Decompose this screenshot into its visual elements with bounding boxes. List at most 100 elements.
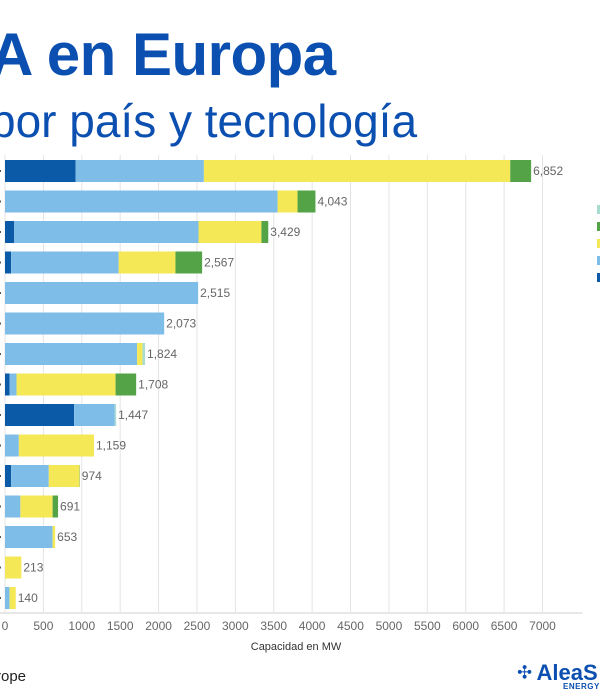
bar-total-label: 974: [82, 469, 102, 483]
category-label-cutoff: [0, 170, 1, 172]
bar-segment: [5, 556, 22, 579]
bar-segment: [5, 160, 76, 182]
bar-total-label: 1,708: [138, 378, 168, 392]
bar-segment: [16, 373, 116, 396]
bar-segment: [175, 251, 203, 274]
x-tick-label: 6000: [452, 619, 479, 633]
value-labels: 6,852 4,043 3,429 2,567 2,515 2,073 1,824 1,708…: [0, 164, 563, 605]
category-label-cutoff: [0, 200, 1, 203]
bar-segment: [5, 434, 19, 457]
logo-mark-icon: ✣: [517, 662, 533, 683]
bar-total-label: 1,159: [96, 439, 126, 453]
legend-swatch: [597, 205, 600, 214]
bar-segment: [198, 221, 262, 243]
bar-segment: [9, 373, 17, 396]
bar-segment: [5, 526, 53, 548]
category-label-cutoff: [0, 353, 1, 355]
bar-segment: [5, 404, 75, 426]
bar-segment: [11, 251, 119, 274]
x-tick-label: 4000: [299, 619, 326, 633]
x-tick-label: 3000: [222, 619, 249, 633]
bar-segment: [52, 526, 56, 548]
category-label-cutoff: [0, 414, 1, 416]
x-tick-label: 2000: [145, 619, 172, 633]
bar-segment: [5, 190, 278, 213]
bar-segment: [297, 190, 316, 213]
category-label-cutoff: [0, 292, 1, 294]
x-tick-label: 3500: [260, 619, 287, 633]
category-label-cutoff: [0, 475, 1, 477]
chart-subtitle: por país y tecnología: [0, 95, 418, 147]
category-label-cutoff: [0, 597, 1, 599]
bar-segment: [5, 282, 199, 304]
x-axis-ticks: 0 500 1000 1500 2000 2500 3000 3500 4000 4500 5000…: [2, 619, 557, 633]
bar-segment: [5, 312, 165, 335]
bar-segment: [52, 495, 59, 518]
bar-total-label: 1,447: [118, 408, 148, 422]
category-label-cutoff: [0, 231, 1, 233]
category-label-cutoff: [0, 261, 1, 264]
x-tick-label: 1500: [107, 619, 134, 633]
bar-segment: [261, 221, 269, 243]
logo-tagline: ENERGY: [563, 682, 600, 691]
bar-segment: [5, 495, 21, 518]
legend-swatch: [597, 239, 600, 248]
x-tick-label: 500: [33, 619, 53, 633]
source-note: rope: [0, 668, 27, 685]
x-tick-label: 4500: [337, 619, 364, 633]
bar-segment: [115, 373, 137, 396]
bar-segment: [142, 343, 146, 365]
legend-swatch: [597, 222, 600, 231]
legend-swatch: [597, 273, 600, 282]
bar-segment: [5, 373, 10, 396]
bars: [5, 160, 532, 609]
bar-segment: [48, 465, 80, 487]
bar-segment: [5, 343, 138, 365]
bar-segment: [18, 434, 94, 457]
bar-segment: [277, 190, 298, 213]
bar-total-label: 3,429: [270, 225, 300, 239]
category-label-cutoff: [0, 505, 1, 508]
bar-segment: [11, 465, 49, 487]
bar-total-label: 2,515: [200, 286, 230, 300]
bar-segment: [9, 587, 16, 609]
category-label-cutoff: [0, 444, 1, 447]
bar-segment: [137, 343, 143, 365]
bar-segment: [118, 251, 176, 274]
bar-total-label: 4,043: [317, 195, 347, 209]
legend-swatch: [597, 256, 600, 265]
x-tick-label: 2500: [184, 619, 211, 633]
aleasoft-logo: ✣ AleaS ENERGY: [517, 660, 599, 691]
bar-segment: [203, 160, 511, 182]
bar-total-label: 653: [57, 530, 77, 544]
x-tick-label: 5500: [414, 619, 441, 633]
x-tick-label: 0: [2, 619, 9, 633]
bar-total-label: 213: [23, 561, 43, 575]
bar-total-label: 6,852: [533, 164, 563, 178]
category-label-cutoff: [0, 566, 1, 569]
x-tick-label: 6500: [491, 619, 518, 633]
bar-total-label: 2,567: [204, 256, 234, 270]
bar-segment: [74, 404, 115, 426]
bar-total-label: 2,073: [166, 317, 196, 331]
bar-segment: [75, 160, 204, 182]
bar-segment: [5, 221, 15, 243]
bar-total-label: 691: [60, 500, 80, 514]
bar-segment: [510, 160, 532, 182]
bar-segment: [5, 587, 10, 609]
x-axis-title: Capacidad en MW: [251, 641, 342, 653]
category-label-cutoff: [0, 322, 1, 325]
bar-segment: [5, 251, 12, 274]
bar-segment: [14, 221, 199, 243]
bar-total-label: 1,824: [147, 347, 177, 361]
logo-name: AleaS: [536, 660, 598, 685]
bar-total-label: 140: [18, 591, 38, 605]
x-tick-label: 7000: [529, 619, 556, 633]
bar-segment: [114, 404, 117, 426]
chart-title: A en Europa: [0, 21, 336, 88]
category-label-cutoff: [0, 536, 1, 538]
x-tick-label: 1000: [68, 619, 95, 633]
bar-segment: [5, 465, 12, 487]
category-label-cutoff: [0, 383, 1, 386]
